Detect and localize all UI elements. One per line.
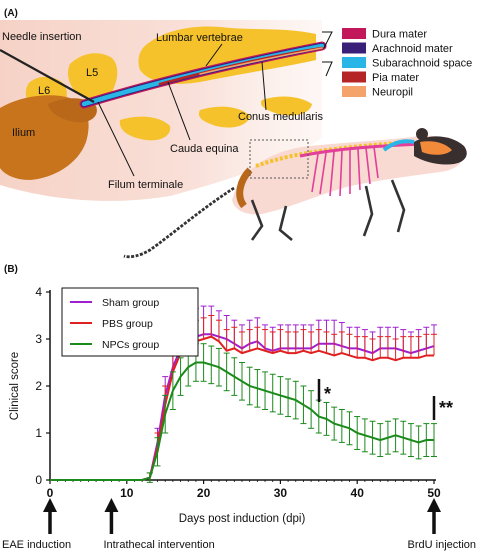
label-l6: L6 [38, 85, 50, 97]
x-tick-label: 10 [120, 486, 134, 500]
y-tick-label: 4 [35, 285, 42, 299]
y-tick-label: 2 [35, 379, 42, 393]
y-axis-label: Clinical score [9, 352, 21, 420]
x-tick-label: 50 [427, 486, 441, 500]
event-arrow-head [104, 498, 119, 512]
event-arrow-head [427, 498, 441, 512]
series-line-npcs-group [50, 361, 434, 481]
legend-swatch-0 [342, 28, 366, 39]
legend-label-3: Pia mater [372, 72, 419, 84]
needle [0, 49, 95, 103]
legend-label-1: Arachnoid mater [372, 43, 453, 55]
legend-entry-1: PBS group [102, 318, 153, 330]
zoom-box [249, 139, 309, 179]
legend-swatch-3 [342, 71, 366, 83]
x-tick-label: 40 [351, 486, 365, 500]
legend-swatch-1 [342, 42, 366, 54]
series-2 [50, 343, 437, 483]
legend-entry-0: Sham group [102, 297, 159, 309]
legend-label-4: Neuropil [372, 87, 413, 99]
leader-lines [97, 31, 333, 177]
x-axis-label: Days post induction (dpi) [179, 513, 306, 525]
label-ilium: Ilium [12, 127, 35, 139]
series-line-pbs-group [50, 335, 434, 481]
label-l5: L5 [86, 67, 98, 79]
spinal-cord [79, 41, 327, 109]
y-tick-label: 1 [35, 426, 42, 440]
legend-label-0: Dura mater [372, 29, 427, 41]
vertebrae [25, 26, 316, 141]
legend-label-2: Subarachnoid space [372, 58, 472, 70]
label-filum-terminale: Filum terminale [108, 179, 183, 191]
event-arrow-head [43, 498, 57, 512]
rat-illustration [123, 128, 467, 259]
label-cauda-equina: Cauda equina [170, 143, 239, 155]
significance-star-1: * [324, 384, 331, 404]
x-tick-label: 20 [197, 486, 211, 500]
x-tick-label: 0 [47, 486, 54, 500]
anatomy-legend: Dura mater Arachnoid mater Subarachnoid sp… [342, 28, 472, 99]
legend-entry-2: NPCs group [102, 339, 159, 351]
event-label-2: BrdU injection [408, 539, 476, 551]
significance-star-2: ** [439, 398, 453, 418]
x-tick-label: 30 [274, 486, 288, 500]
event-label-0: EAE induction [2, 539, 71, 551]
panel-a-label: (A) [4, 8, 18, 19]
panel-b-label: (B) [4, 264, 18, 275]
panel-a: (A) [0, 8, 472, 259]
label-needle-insertion: Needle insertion [2, 31, 82, 43]
label-conus-medullaris: Conus medullaris [238, 111, 323, 123]
event-annotations: EAE induction Intrathecal intervention Brd… [2, 498, 476, 551]
chart-legend: Sham group PBS group NPCs group [61, 287, 199, 357]
y-tick-label: 3 [35, 332, 42, 346]
legend-swatch-4 [342, 86, 366, 97]
label-lumbar-vertebrae: Lumbar vertebrae [156, 32, 243, 44]
legend-swatch-2 [342, 57, 366, 68]
y-tick-label: 0 [35, 473, 42, 487]
event-label-1: Intrathecal intervention [103, 539, 214, 551]
